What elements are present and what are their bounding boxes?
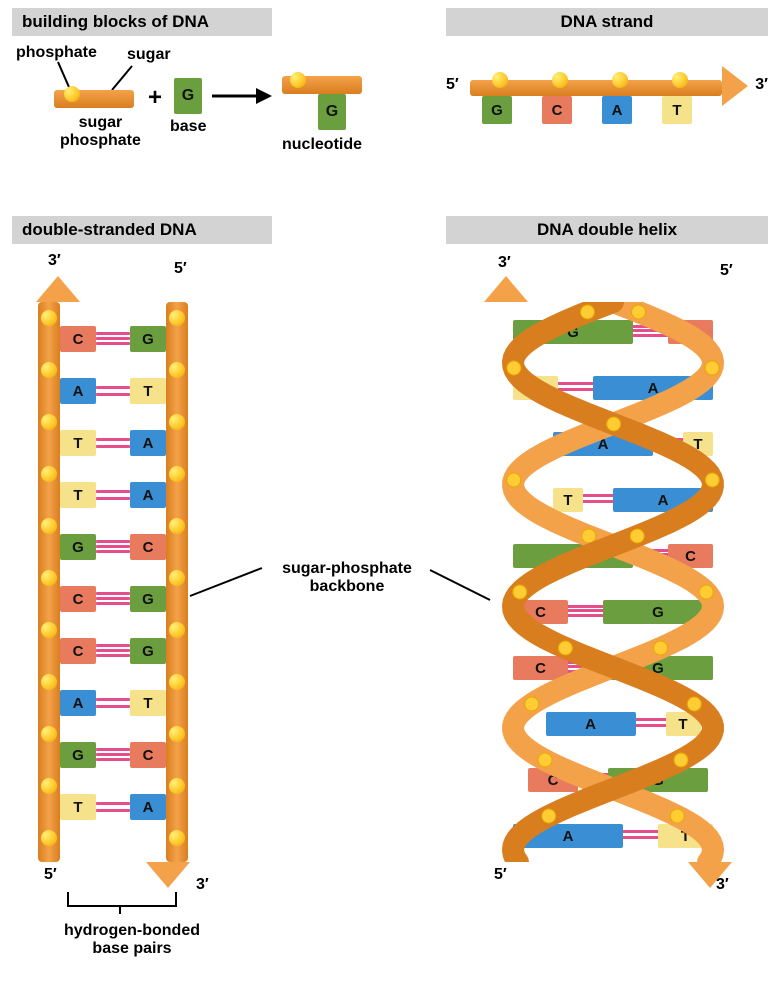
hx-3prime-top: 3′ xyxy=(498,254,511,272)
double-helix: GCTAATTAGCCGCGATCGAT xyxy=(488,302,738,862)
label-hb-pairs: hydrogen-bonded base pairs xyxy=(42,922,222,958)
hx-3prime-bot: 3′ xyxy=(716,876,729,894)
ds-arrow-top-icon xyxy=(36,276,80,302)
title-dna-strand: DNA strand xyxy=(446,8,768,36)
hx-5prime-top: 5′ xyxy=(720,262,733,280)
strand-3prime: 3′ xyxy=(755,76,768,94)
label-base: base xyxy=(170,118,206,136)
hx-5prime-bot: 5′ xyxy=(494,866,507,884)
ds-3prime-bot: 3′ xyxy=(196,876,209,894)
title-building-blocks: building blocks of DNA xyxy=(12,8,272,36)
panel-dna-strand: DNA strand 5′ 3′ GCAT xyxy=(446,8,768,178)
title-double-helix: DNA double helix xyxy=(446,216,768,244)
strand-arrowhead-icon xyxy=(722,66,748,106)
ds-5prime-top: 5′ xyxy=(174,260,187,278)
nucleotide-block: G xyxy=(282,76,362,130)
hx-arrow-top-icon xyxy=(484,276,528,302)
phosphate-icon xyxy=(64,86,80,102)
arrow-icon xyxy=(212,84,272,108)
hb-brace-icon xyxy=(64,892,184,922)
label-sugar-phosphate: sugar phosphate xyxy=(60,114,141,150)
sp-backbone-lines xyxy=(180,540,500,640)
ds-3prime-top: 3′ xyxy=(48,252,61,270)
plus-sign: + xyxy=(148,84,162,112)
title-double-stranded: double-stranded DNA xyxy=(12,216,272,244)
ds-5prime-bot: 5′ xyxy=(44,866,57,884)
ds-arrow-bottom-icon xyxy=(146,862,190,888)
ds-ladder: CGATTATAGCCGCGATGCTA xyxy=(38,302,188,862)
nucleotide-base: G xyxy=(318,94,346,130)
base-g: G xyxy=(174,78,202,114)
panel-building-blocks: building blocks of DNA phosphate sugar s… xyxy=(12,8,382,201)
strand-5prime: 5′ xyxy=(446,76,459,94)
label-nucleotide: nucleotide xyxy=(282,136,362,154)
